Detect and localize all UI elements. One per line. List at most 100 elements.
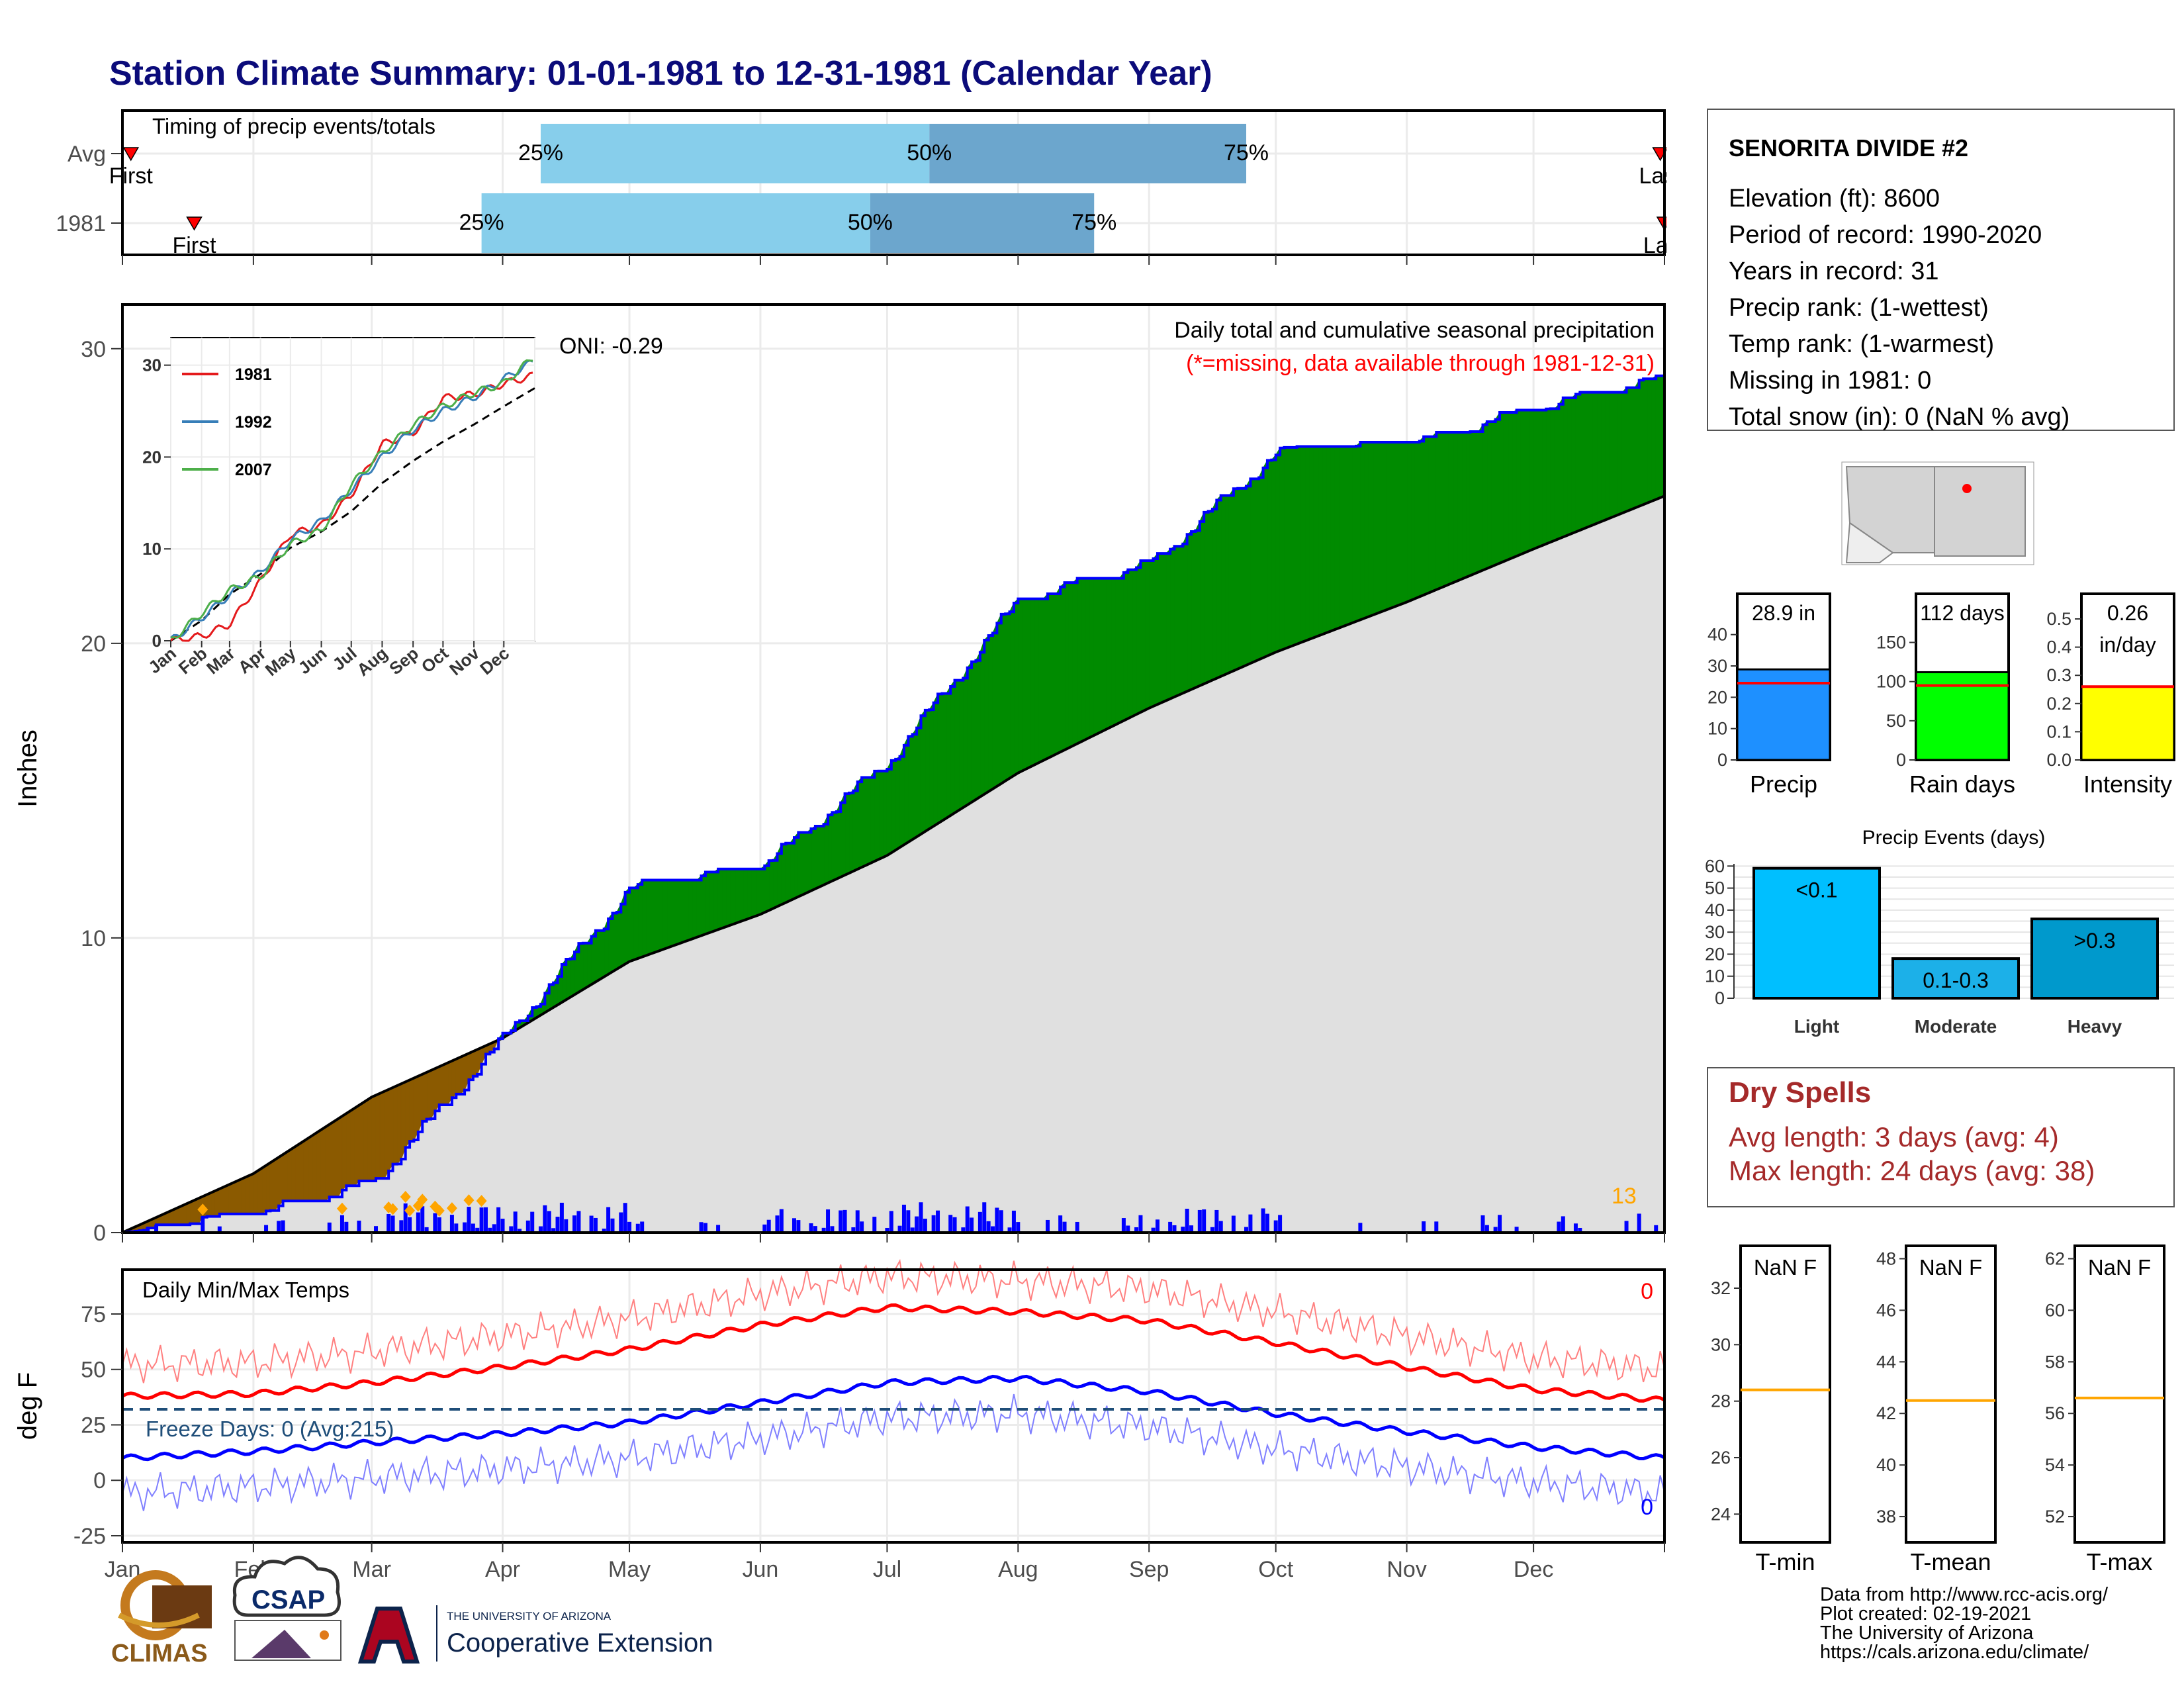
- deficit-segment: [274, 1156, 279, 1212]
- heavy-event-marker: [387, 1203, 398, 1215]
- station-missing: Missing in 1981: 0: [1729, 367, 1931, 395]
- surplus-segment: [1567, 397, 1572, 536]
- surplus-segment: [1136, 559, 1141, 716]
- daily-precip-bar: [1218, 1221, 1223, 1233]
- daily-precip-bar: [1210, 1227, 1214, 1233]
- dry-spells-max: Max length: 24 days (avg: 38): [1729, 1155, 2095, 1186]
- daily-precip-bar: [1493, 1227, 1498, 1233]
- surplus-segment: [1123, 569, 1128, 722]
- surplus-segment: [1182, 534, 1188, 694]
- daily-precip-bar: [1181, 1227, 1185, 1233]
- surplus-segment: [1093, 578, 1099, 736]
- deficit-segment: [223, 1184, 229, 1215]
- mini-bar-ytick-label: 0.2: [2046, 694, 2071, 714]
- deficit-segment: [413, 1075, 419, 1141]
- surplus-segment: [1043, 592, 1048, 761]
- surplus-segment: [848, 790, 854, 874]
- timing-label-50: 50%: [907, 140, 952, 165]
- daily-precip-bar: [403, 1203, 408, 1233]
- deficit-segment: [236, 1178, 242, 1215]
- deficit-segment: [287, 1148, 292, 1201]
- daily-precip-bar: [623, 1203, 627, 1233]
- surplus-segment: [1334, 446, 1340, 630]
- surplus-segment: [1111, 578, 1116, 727]
- daily-precip-bar: [1434, 1221, 1439, 1233]
- daily-precip-bar: [855, 1210, 860, 1233]
- surplus-segment: [962, 667, 968, 808]
- deficit-segment: [384, 1089, 389, 1180]
- surplus-segment: [646, 879, 651, 957]
- credit-plot-date: Plot created: 02-19-2021: [1820, 1603, 2031, 1624]
- daily-precip-bar: [1278, 1215, 1283, 1233]
- timing-bar-q2: [481, 193, 870, 253]
- daily-precip-bar: [1214, 1209, 1219, 1233]
- daily-precip-bar: [420, 1206, 425, 1233]
- surplus-segment: [629, 887, 634, 962]
- surplus-segment: [1144, 560, 1150, 711]
- surplus-segment: [1655, 375, 1661, 500]
- temp-plot-area: [122, 1270, 1664, 1542]
- daily-precip-bar: [488, 1227, 492, 1233]
- station-period: Period of record: 1990-2020: [1729, 221, 2042, 249]
- surplus-segment: [1169, 545, 1175, 700]
- ua-logo-big-text: Cooperative Extension: [447, 1628, 713, 1658]
- surplus-segment: [743, 868, 749, 921]
- surplus-segment: [1102, 578, 1107, 732]
- events-ytick-label: 10: [1705, 966, 1725, 986]
- surplus-segment: [1482, 421, 1488, 571]
- surplus-segment: [1060, 581, 1066, 753]
- surplus-segment: [811, 825, 816, 892]
- timing-first-marker: [186, 216, 203, 231]
- surplus-segment: [747, 868, 752, 919]
- station-snow: Total snow (in): 0 (NaN % avg): [1729, 403, 2070, 431]
- surplus-segment: [975, 652, 981, 800]
- daily-precip-bar: [154, 1224, 159, 1233]
- surplus-segment: [1292, 445, 1298, 647]
- surplus-segment: [790, 836, 795, 902]
- dry-spells-avg: Avg length: 3 days (avg: 4): [1729, 1121, 2059, 1152]
- daily-precip-bar: [1155, 1219, 1160, 1233]
- surplus-segment: [1338, 446, 1344, 629]
- timing-row-label: Avg: [68, 142, 106, 167]
- surplus-segment: [1368, 442, 1374, 618]
- daily-precip-bar: [551, 1228, 556, 1233]
- dry-spells-title: Dry Spells: [1729, 1076, 1871, 1109]
- deficit-segment: [392, 1085, 398, 1165]
- mini-bar-ytick-label: 10: [1707, 719, 1727, 739]
- daily-precip-bar: [610, 1218, 615, 1233]
- surplus-segment: [1081, 578, 1086, 743]
- heavy-event-marker: [417, 1194, 428, 1206]
- surplus-segment: [1499, 412, 1504, 564]
- surplus-segment: [1516, 409, 1522, 557]
- freeze-days-label: Freeze Days: 0 (Avg:215): [146, 1417, 394, 1441]
- events-category: Heavy: [2068, 1016, 2122, 1037]
- deficit-segment: [333, 1118, 339, 1197]
- mini-bar-ytick-label: 50: [1886, 711, 1906, 731]
- surplus-segment: [692, 879, 698, 939]
- daily-precip-bar: [589, 1215, 594, 1233]
- daily-precip-bar: [1514, 1227, 1519, 1233]
- surplus-segment: [1267, 459, 1272, 657]
- deficit-segment: [308, 1135, 313, 1201]
- daily-precip-bar: [357, 1220, 361, 1233]
- surplus-segment: [1579, 392, 1585, 531]
- month-label: May: [608, 1557, 651, 1582]
- surplus-segment: [1529, 409, 1534, 551]
- daily-precip-bar: [1189, 1225, 1194, 1233]
- surplus-segment: [760, 865, 765, 915]
- mini-bar-value-unit: in/day: [2099, 633, 2156, 657]
- surplus-segment: [1212, 500, 1217, 681]
- mini-bar-value-label: 28.9 in: [1752, 601, 1815, 625]
- daily-precip-bar: [463, 1222, 467, 1233]
- surplus-segment: [1178, 543, 1183, 696]
- surplus-segment: [1512, 409, 1518, 559]
- daily-precip-bar: [999, 1210, 1003, 1233]
- mini-bar-ytick-label: 0: [1896, 750, 1906, 770]
- temp-border: [121, 1268, 1666, 1544]
- deficit-segment: [291, 1145, 296, 1201]
- surplus-segment: [662, 879, 668, 950]
- surplus-segment: [1153, 552, 1158, 707]
- events-ytick-label: 40: [1705, 900, 1725, 920]
- precip-ylabel: Inches: [13, 729, 42, 808]
- mini-bar-ytick-label: 0.3: [2046, 665, 2071, 685]
